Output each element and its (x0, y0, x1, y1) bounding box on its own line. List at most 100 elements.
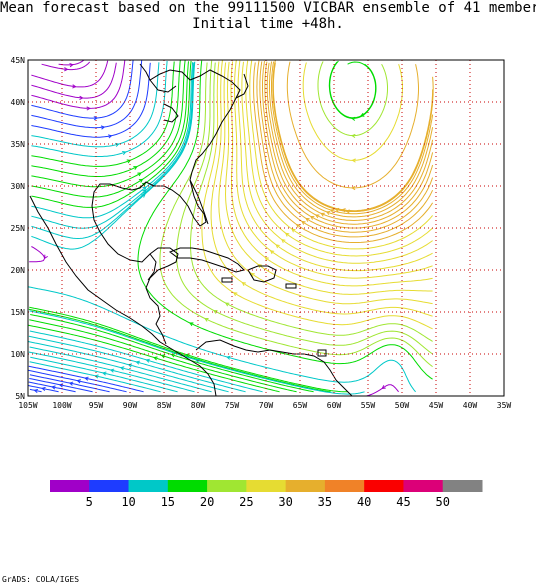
streamline-arrow (127, 363, 133, 368)
streamline (27, 385, 59, 393)
streamline (31, 62, 194, 219)
streamline-arrow (195, 358, 200, 363)
lat-tick-label: 5N (15, 392, 25, 401)
streamline-arrow (320, 212, 325, 217)
streamline-arrow (145, 358, 150, 363)
colorbar-swatch (364, 480, 404, 492)
streamline (30, 356, 178, 393)
colorbar-swatch (167, 480, 208, 492)
streamline-arrow (350, 116, 356, 121)
island-cuba (168, 247, 245, 273)
colorbar-label: 35 (318, 495, 332, 509)
streamline (29, 319, 297, 393)
streamline-arrow (250, 272, 255, 277)
lon-tick-label: 95W (89, 401, 104, 410)
streamline-arrow (69, 63, 74, 68)
streamline (245, 60, 433, 257)
colorbar-swatch (403, 480, 444, 492)
coastline-central-america (29, 195, 217, 397)
lon-tick-label: 50W (395, 401, 410, 410)
lon-tick-label: 70W (259, 401, 274, 410)
great-lakes (149, 79, 179, 123)
streamline-arrow (142, 189, 147, 194)
colorbar-label: 50 (436, 495, 450, 509)
colorbar-label: 10 (121, 495, 135, 509)
streamline-arrow (269, 250, 275, 255)
streamline (137, 60, 433, 380)
colorbar-label: 5 (86, 495, 93, 509)
streamline-arrow (76, 379, 81, 384)
streamline-arrow (64, 67, 69, 72)
streamline-arrow (41, 386, 46, 392)
streamline (210, 60, 433, 317)
lat-lon-grid (28, 60, 504, 396)
streamline-arrow (68, 381, 74, 386)
streamline (31, 60, 186, 188)
streamline-arrow (275, 244, 280, 249)
streamline-arrow (160, 354, 166, 359)
coastline-north-maine (235, 73, 249, 99)
streamline-arrow (381, 385, 386, 389)
streamline-arrow (44, 254, 49, 260)
streamline (29, 306, 348, 393)
streamline-arrow (51, 385, 56, 390)
streamline (271, 61, 434, 215)
streamline-arrow (226, 355, 231, 360)
streamline-arrow (301, 220, 306, 225)
lon-tick-label: 75W (225, 401, 240, 410)
streamline-arrow (264, 256, 269, 262)
colorbar-label: 40 (357, 495, 371, 509)
streamline (28, 351, 195, 393)
island-hispaniola (247, 265, 277, 283)
island-trinidad (317, 349, 327, 357)
streamline (31, 60, 168, 157)
colorbar-swatch (324, 480, 365, 492)
colorbar-label: 30 (278, 495, 292, 509)
lon-tick-label: 90W (123, 401, 138, 410)
coastline-florida (189, 179, 209, 225)
colorbar-swatch (442, 480, 483, 492)
streamline (31, 60, 134, 119)
title-line-1: Mean forecast based on the 99111500 VICB… (0, 0, 536, 16)
lon-tick-label: 35W (497, 401, 512, 410)
streamline-arrow (351, 185, 356, 191)
streamline (317, 61, 388, 137)
colorbar-label: 15 (161, 495, 175, 509)
credit-text: GrADS: COLA/IGES (2, 575, 80, 584)
streamline-arrow (241, 281, 246, 286)
colorbar-swatch (207, 480, 247, 492)
streamline (259, 61, 434, 233)
streamline (286, 61, 419, 189)
title-line-2: Initial time +48h. (192, 16, 344, 32)
streamline (264, 61, 434, 225)
streamline-arrow (135, 360, 140, 365)
streamline (266, 62, 434, 222)
streamline (31, 60, 109, 88)
streamline-arrow (94, 374, 99, 379)
colorbar-swatch (128, 480, 169, 492)
streamline (224, 61, 433, 295)
streamline-arrow (93, 116, 99, 121)
streamline (28, 335, 246, 393)
streamline-arrow (257, 263, 262, 268)
lat-tick-label: 35N (11, 140, 26, 149)
lon-tick-label: 40W (463, 401, 478, 410)
streamline (31, 62, 117, 99)
streamline-arrow (291, 228, 296, 233)
lon-tick-label: 65W (293, 401, 308, 410)
streamline-arrow (329, 208, 335, 213)
coastline-south-america (195, 339, 353, 397)
streamline-arrow (281, 238, 286, 244)
lat-tick-label: 15N (11, 308, 26, 317)
lon-tick-label: 60W (327, 401, 342, 410)
colorbar (50, 480, 483, 492)
lat-tick-label: 25N (11, 224, 26, 233)
streamline (218, 62, 433, 305)
streamline-arrow (122, 151, 127, 156)
streamline (41, 61, 91, 71)
colorbar-swatch (50, 480, 90, 492)
streamline-arrow (189, 322, 194, 327)
lat-tick-label: 45N (11, 56, 26, 65)
streamline-arrow (86, 106, 91, 111)
